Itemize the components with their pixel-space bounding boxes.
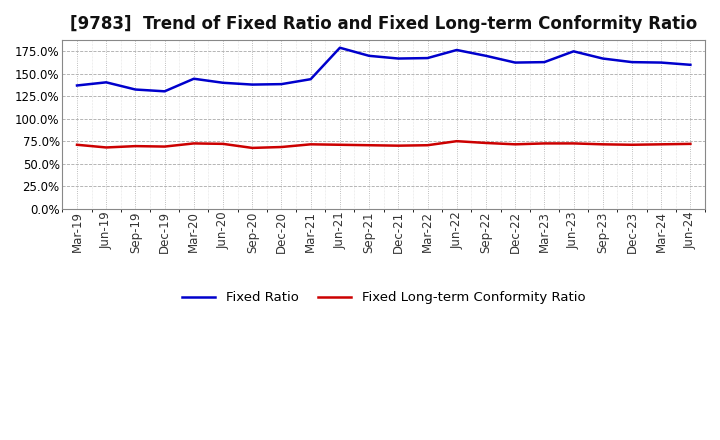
Fixed Long-term Conformity Ratio <box>686 141 695 147</box>
Fixed Ratio <box>510 60 519 65</box>
Fixed Ratio <box>423 55 432 61</box>
Line: Fixed Ratio: Fixed Ratio <box>77 48 690 92</box>
Fixed Long-term Conformity Ratio <box>277 144 286 150</box>
Fixed Ratio <box>248 82 256 87</box>
Fixed Ratio <box>306 77 315 82</box>
Fixed Long-term Conformity Ratio <box>336 142 344 147</box>
Fixed Ratio <box>452 48 461 53</box>
Fixed Ratio <box>394 56 402 61</box>
Fixed Long-term Conformity Ratio <box>540 141 549 146</box>
Fixed Ratio <box>336 45 344 51</box>
Fixed Ratio <box>131 87 140 92</box>
Fixed Long-term Conformity Ratio <box>423 143 432 148</box>
Fixed Long-term Conformity Ratio <box>306 142 315 147</box>
Fixed Long-term Conformity Ratio <box>570 141 578 146</box>
Fixed Ratio <box>73 83 81 88</box>
Fixed Long-term Conformity Ratio <box>102 145 111 150</box>
Legend: Fixed Ratio, Fixed Long-term Conformity Ratio: Fixed Ratio, Fixed Long-term Conformity … <box>176 286 590 309</box>
Fixed Ratio <box>686 62 695 67</box>
Fixed Long-term Conformity Ratio <box>510 142 519 147</box>
Fixed Long-term Conformity Ratio <box>248 145 256 150</box>
Fixed Ratio <box>628 59 636 65</box>
Fixed Long-term Conformity Ratio <box>73 142 81 147</box>
Fixed Ratio <box>482 53 490 59</box>
Fixed Long-term Conformity Ratio <box>219 141 228 147</box>
Fixed Ratio <box>540 59 549 65</box>
Fixed Long-term Conformity Ratio <box>394 143 402 148</box>
Fixed Ratio <box>570 49 578 54</box>
Fixed Ratio <box>277 81 286 87</box>
Fixed Long-term Conformity Ratio <box>482 140 490 146</box>
Fixed Ratio <box>657 60 665 65</box>
Fixed Long-term Conformity Ratio <box>131 143 140 149</box>
Fixed Long-term Conformity Ratio <box>161 144 169 149</box>
Fixed Ratio <box>161 89 169 94</box>
Fixed Ratio <box>598 56 607 61</box>
Fixed Ratio <box>102 80 111 85</box>
Fixed Long-term Conformity Ratio <box>657 142 665 147</box>
Fixed Long-term Conformity Ratio <box>365 143 374 148</box>
Fixed Long-term Conformity Ratio <box>598 142 607 147</box>
Fixed Ratio <box>189 76 198 81</box>
Fixed Long-term Conformity Ratio <box>452 139 461 144</box>
Fixed Long-term Conformity Ratio <box>628 142 636 147</box>
Fixed Ratio <box>365 53 374 59</box>
Line: Fixed Long-term Conformity Ratio: Fixed Long-term Conformity Ratio <box>77 141 690 148</box>
Fixed Long-term Conformity Ratio <box>189 141 198 146</box>
Title: [9783]  Trend of Fixed Ratio and Fixed Long-term Conformity Ratio: [9783] Trend of Fixed Ratio and Fixed Lo… <box>70 15 698 33</box>
Fixed Ratio <box>219 80 228 85</box>
